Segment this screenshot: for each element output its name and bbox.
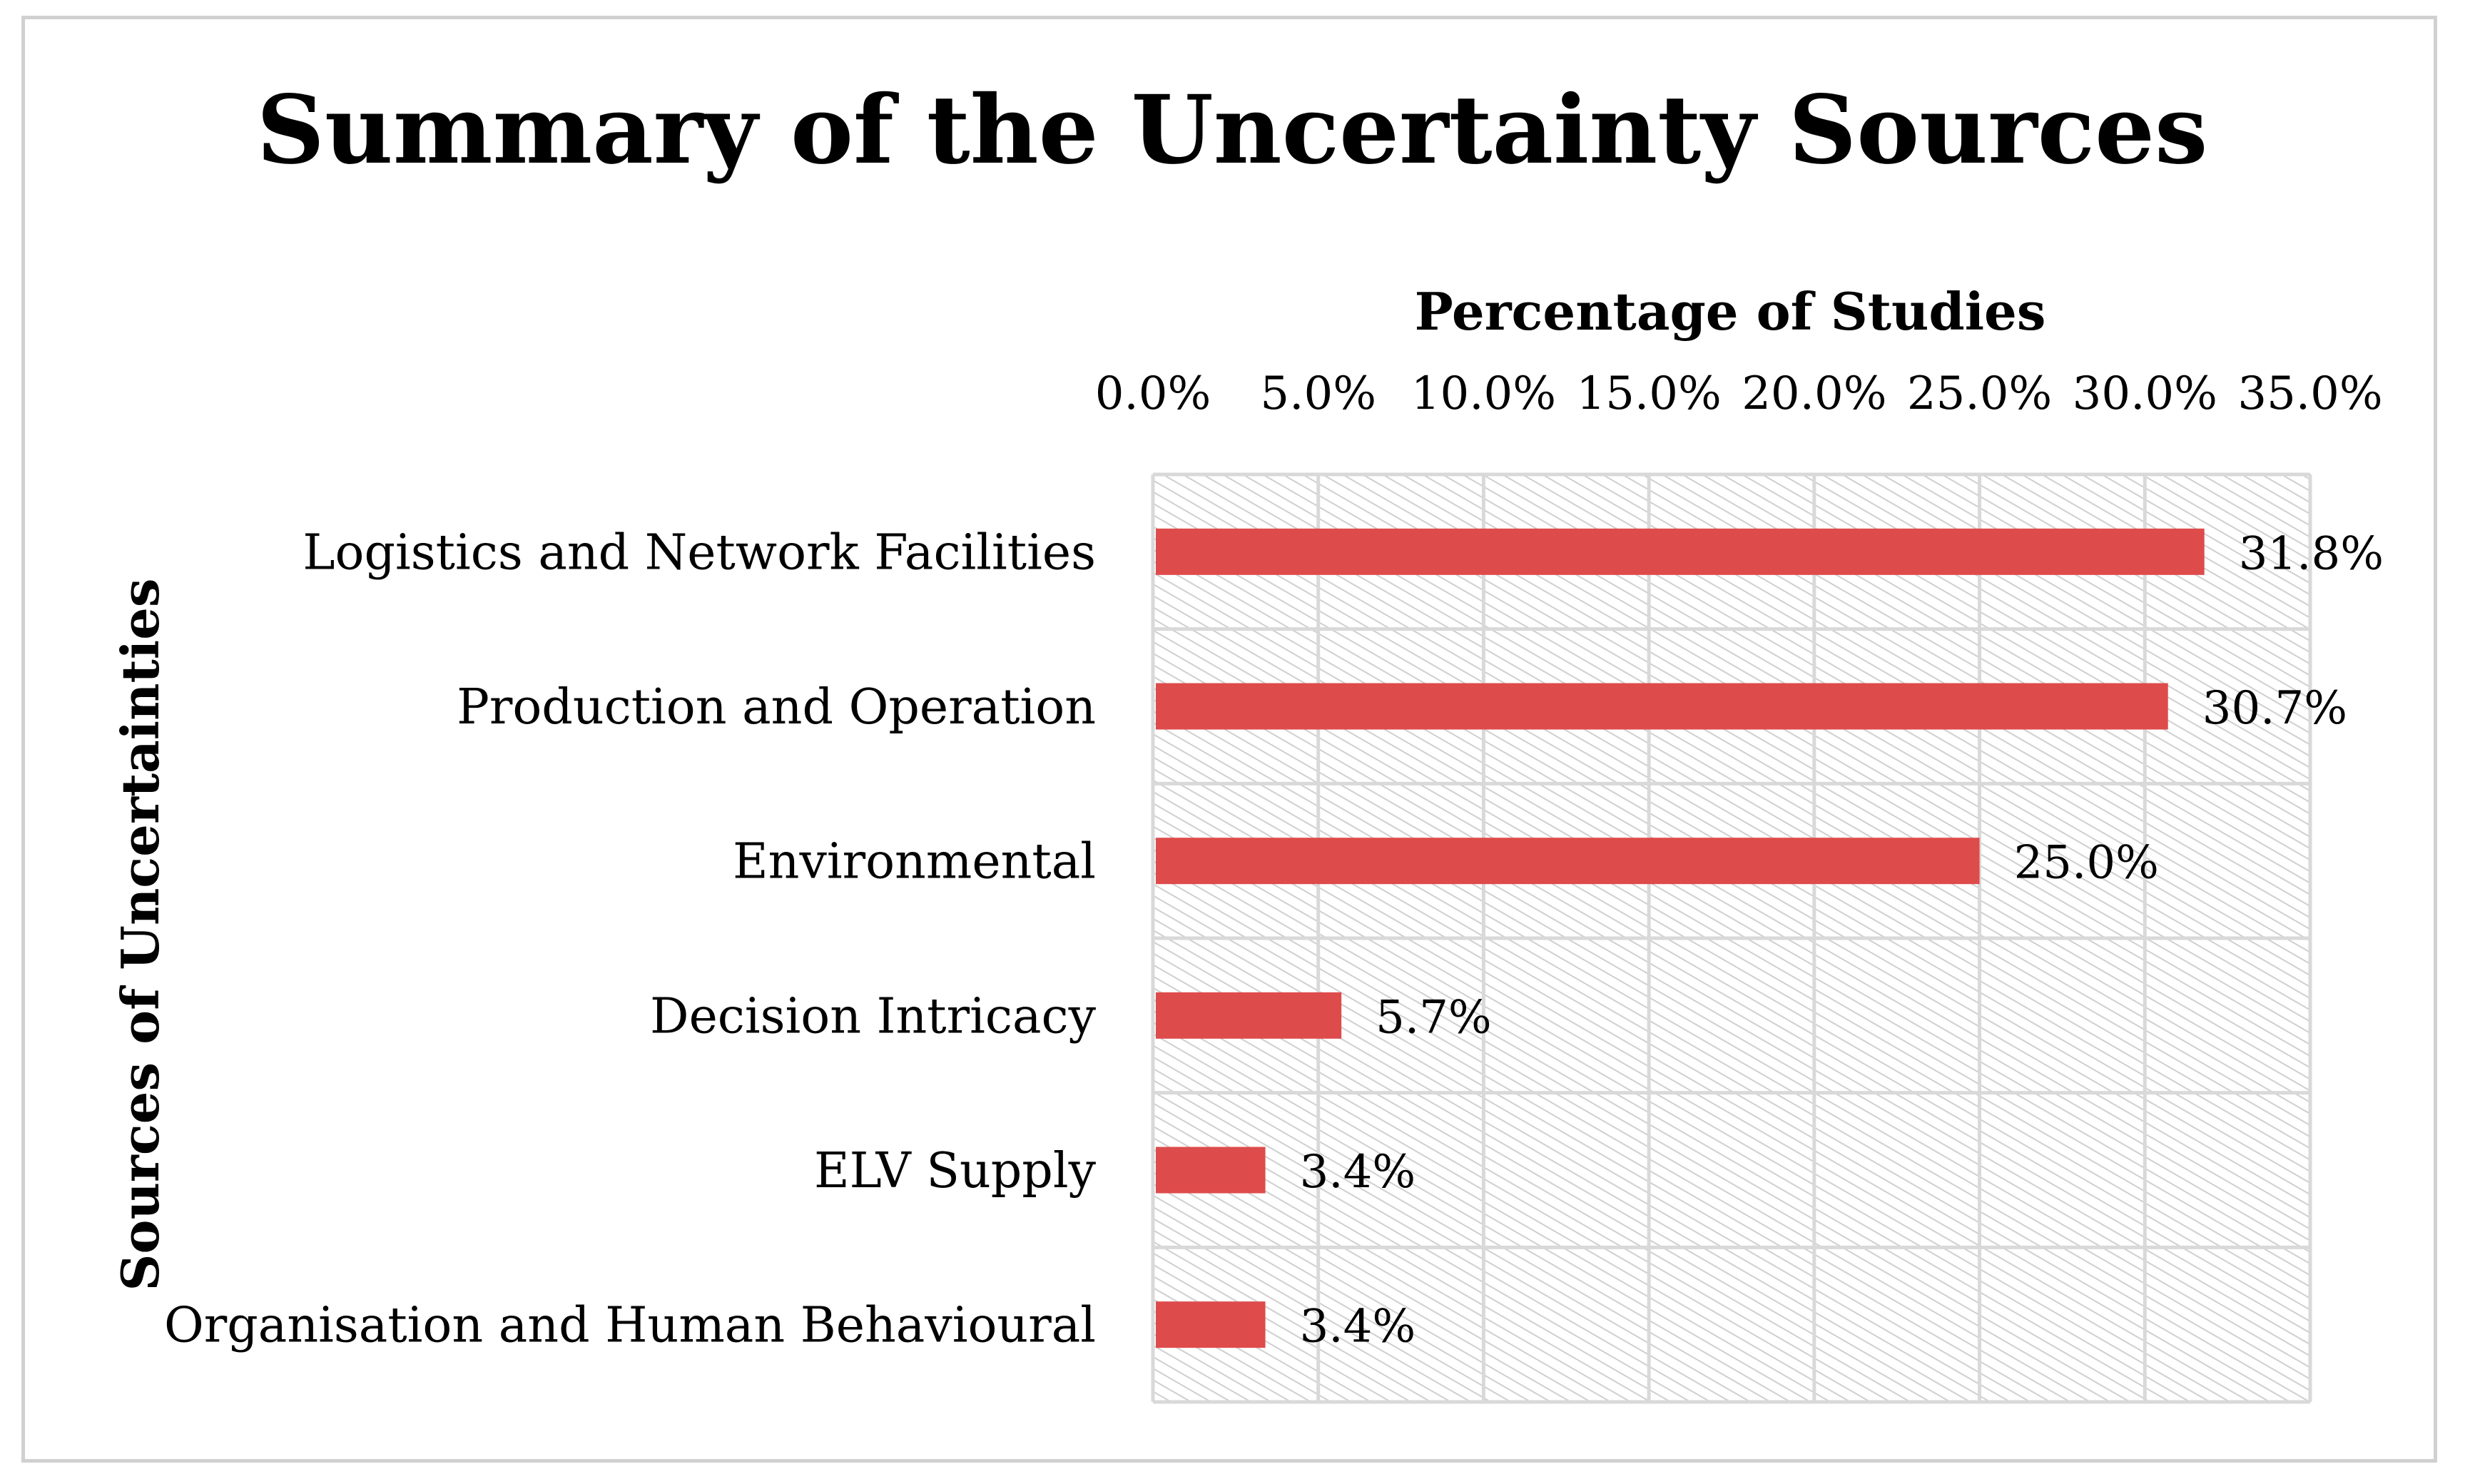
category-label: Environmental <box>733 834 1096 890</box>
x-tick-label: 15.0% <box>1576 367 1721 420</box>
bar <box>1156 528 2205 575</box>
x-tick-label: 0.0% <box>1095 367 1211 420</box>
grid-lines <box>1151 472 2312 1404</box>
x-tick-labels: 0.0% 5.0% 10.0% 15.0% 20.0% 25.0% 30.0% 35.0% <box>1095 367 2383 420</box>
data-label: 3.4% <box>1300 1301 1416 1353</box>
x-tick-label: 10.0% <box>1411 367 1556 420</box>
category-label: Logistics and Network Facilities <box>303 524 1096 581</box>
x-tick-label: 35.0% <box>2237 367 2382 420</box>
x-tick-label: 25.0% <box>1907 367 2052 420</box>
data-label: 5.7% <box>1376 991 1492 1044</box>
bar <box>1156 838 1980 885</box>
data-labels: 31.8% 30.7% 25.0% 5.7% 3.4% 3.4% <box>1300 527 2384 1353</box>
y-axis-title: Sources of Uncertainties <box>110 579 171 1291</box>
data-label: 30.7% <box>2202 682 2347 735</box>
bar <box>1156 1301 1266 1348</box>
category-label: Decision Intricacy <box>650 988 1097 1045</box>
x-tick-label: 20.0% <box>1742 367 1886 420</box>
category-label: ELV Supply <box>814 1143 1097 1199</box>
category-labels: Logistics and Network Facilities Producti… <box>164 524 1097 1353</box>
chart-title: Summary of the Uncertainty Sources <box>257 75 2208 186</box>
category-label: Production and Operation <box>457 679 1096 736</box>
x-tick-label: 5.0% <box>1260 367 1376 420</box>
bar <box>1156 1147 1266 1194</box>
data-label: 3.4% <box>1300 1146 1416 1199</box>
category-label: Organisation and Human Behavioural <box>164 1298 1096 1354</box>
data-label: 31.8% <box>2239 527 2384 580</box>
bar <box>1156 683 2168 730</box>
bar <box>1156 992 1342 1039</box>
x-axis-title: Percentage of Studies <box>1415 281 2046 342</box>
x-tick-label: 30.0% <box>2073 367 2217 420</box>
data-label: 25.0% <box>2014 837 2159 890</box>
bars <box>1156 528 2205 1348</box>
